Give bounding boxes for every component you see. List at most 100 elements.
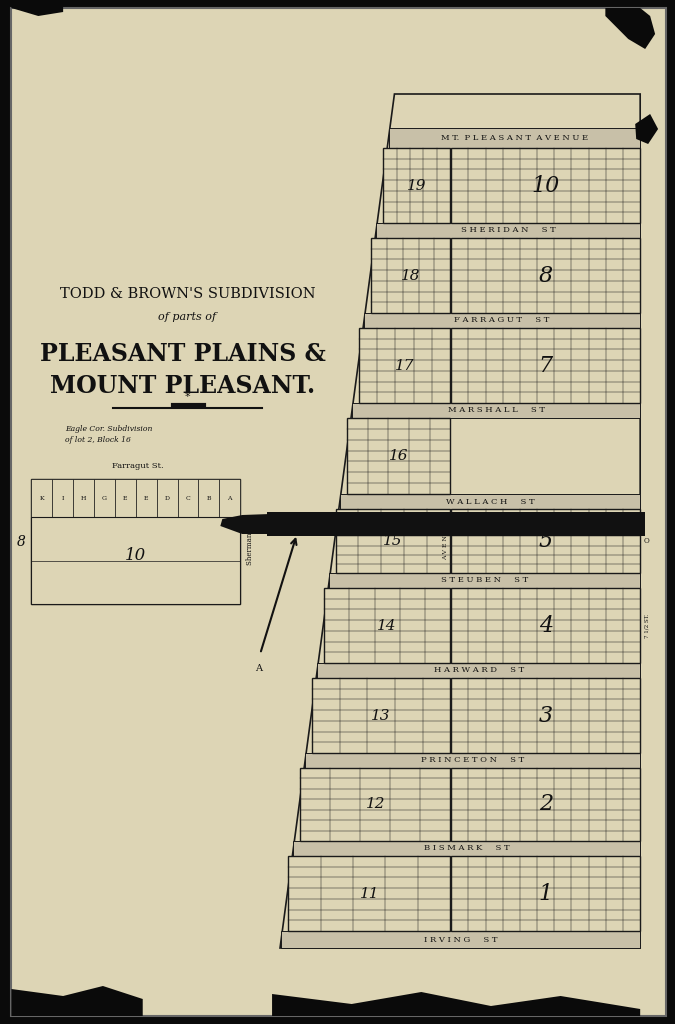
Polygon shape [220, 514, 270, 534]
Bar [389, 128, 640, 148]
Polygon shape [605, 8, 655, 49]
Text: Eagle Cor. Subdivision: Eagle Cor. Subdivision [65, 425, 153, 433]
Bar [288, 856, 450, 931]
Text: B: B [207, 496, 211, 501]
Text: K: K [39, 496, 44, 501]
Bar [31, 479, 240, 604]
Text: E: E [123, 496, 128, 501]
Text: H: H [81, 496, 86, 501]
Bar [352, 403, 640, 418]
Bar [52, 479, 73, 517]
Bar [451, 509, 640, 573]
Text: P R I N C E T O N     S T: P R I N C E T O N S T [421, 757, 524, 765]
Text: C: C [186, 496, 190, 501]
Text: 5: 5 [539, 530, 553, 552]
Bar [300, 768, 450, 841]
Text: 14: 14 [377, 618, 397, 633]
Polygon shape [11, 986, 142, 1016]
Text: E: E [144, 496, 148, 501]
Text: 3: 3 [539, 705, 553, 726]
Text: PLEASANT PLAINS &: PLEASANT PLAINS & [40, 342, 325, 366]
Text: 16: 16 [389, 449, 408, 463]
Bar [371, 238, 450, 313]
Bar [281, 931, 640, 948]
Polygon shape [635, 114, 658, 144]
Bar [136, 479, 157, 517]
Text: G: G [102, 496, 107, 501]
Text: of parts of: of parts of [159, 312, 217, 322]
Text: Farragut St.: Farragut St. [112, 462, 163, 470]
Polygon shape [272, 992, 640, 1016]
Text: B I S M A R K     S T: B I S M A R K S T [424, 845, 510, 853]
Bar [198, 479, 219, 517]
Bar [157, 479, 178, 517]
Text: I R V I N G     S T: I R V I N G S T [424, 936, 497, 943]
Polygon shape [11, 0, 63, 16]
Bar [219, 479, 240, 517]
Text: 8: 8 [539, 264, 553, 287]
Bar [376, 223, 640, 238]
Text: 7 1/2 ST.: 7 1/2 ST. [644, 613, 649, 638]
Text: F A R R A G U T     S T: F A R R A G U T S T [454, 316, 550, 325]
Text: 10: 10 [125, 547, 146, 564]
Bar [305, 753, 640, 768]
Bar [317, 663, 640, 678]
Bar [335, 509, 450, 573]
Polygon shape [280, 94, 640, 948]
Bar [312, 678, 450, 753]
Bar [73, 479, 94, 517]
Bar [451, 768, 640, 841]
Bar [340, 494, 640, 509]
Text: 12: 12 [365, 798, 385, 811]
Text: M T.  P L E A S A N T  A V E N U E: M T. P L E A S A N T A V E N U E [441, 134, 588, 142]
Bar [294, 841, 640, 856]
Bar [359, 328, 450, 403]
Text: 18: 18 [401, 268, 421, 283]
Text: 15: 15 [383, 534, 402, 548]
Text: S T E U B E N     S T: S T E U B E N S T [441, 577, 529, 585]
Text: 19: 19 [407, 178, 427, 193]
Bar [178, 479, 198, 517]
Bar [347, 418, 450, 494]
Text: 8: 8 [16, 535, 26, 549]
Bar [31, 517, 240, 604]
Bar [451, 588, 640, 663]
Bar [115, 479, 136, 517]
Bar [451, 678, 640, 753]
Bar [451, 148, 640, 223]
Bar [94, 479, 115, 517]
Polygon shape [267, 512, 645, 536]
Text: 11: 11 [360, 887, 379, 900]
Bar [324, 588, 450, 663]
Bar [364, 313, 640, 328]
Text: N: N [294, 513, 304, 524]
Text: S H E R I D A N     S T: S H E R I D A N S T [461, 226, 556, 234]
Text: 2: 2 [539, 794, 553, 815]
Bar [451, 856, 640, 931]
Text: MOUNT PLEASANT.: MOUNT PLEASANT. [50, 374, 315, 398]
Bar [31, 479, 52, 517]
Text: of lot 2, Block 16: of lot 2, Block 16 [65, 436, 131, 444]
Text: 10: 10 [531, 174, 560, 197]
Text: Sherman Ave: Sherman Ave [246, 518, 254, 565]
Text: *: * [185, 392, 190, 402]
Text: 17: 17 [395, 358, 414, 373]
Bar [383, 148, 450, 223]
Text: 13: 13 [371, 709, 391, 723]
Text: A: A [227, 496, 232, 501]
Text: W A L L A C H     S T: W A L L A C H S T [446, 498, 535, 506]
Bar [451, 238, 640, 313]
Text: D: D [165, 496, 169, 501]
Bar [329, 573, 640, 588]
Text: A: A [254, 664, 262, 673]
Text: H A R W A R D     S T: H A R W A R D S T [433, 667, 524, 675]
Text: O: O [643, 537, 649, 545]
Bar [451, 328, 640, 403]
Text: I: I [61, 496, 64, 501]
Text: 4: 4 [539, 614, 553, 637]
Text: M A R S H A L L     S T: M A R S H A L L S T [448, 407, 545, 415]
Text: A V E N U E: A V E N U E [443, 521, 448, 560]
Text: 1: 1 [539, 883, 553, 904]
Text: 7: 7 [539, 354, 553, 377]
Text: TODD & BROWN'S SUBDIVISION: TODD & BROWN'S SUBDIVISION [59, 287, 315, 301]
